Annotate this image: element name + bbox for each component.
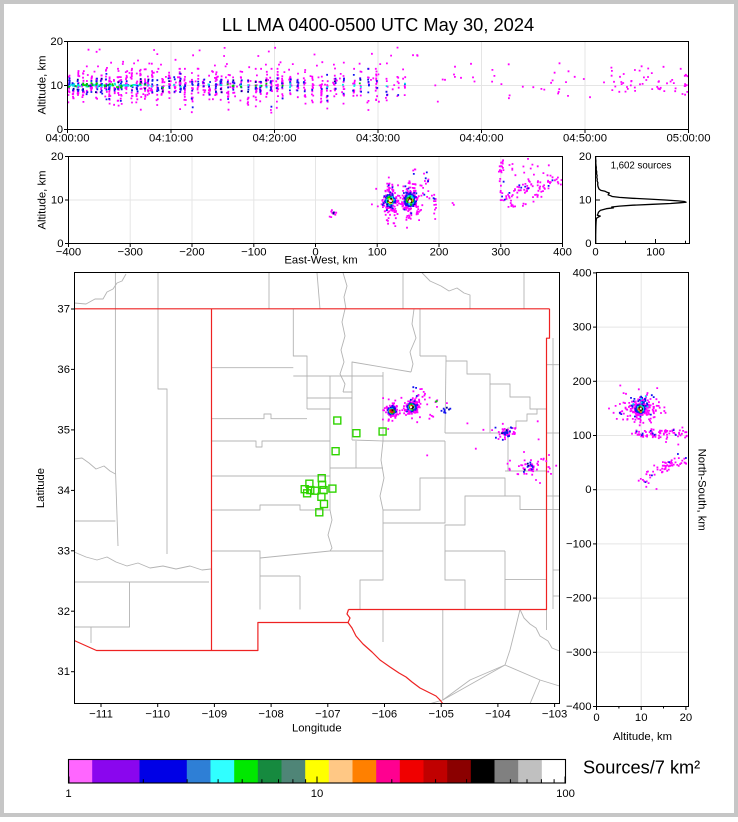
svg-text:0: 0	[57, 238, 63, 250]
svg-text:Sources/7 km²: Sources/7 km²	[583, 758, 700, 778]
svg-text:−106: −106	[372, 709, 397, 721]
svg-text:Latitude: Latitude	[35, 468, 47, 508]
svg-text:Altitude, km: Altitude, km	[37, 55, 49, 114]
svg-text:32: 32	[57, 606, 70, 618]
svg-text:−300: −300	[117, 247, 142, 259]
svg-text:10: 10	[635, 712, 648, 724]
svg-text:100: 100	[556, 788, 575, 800]
svg-text:Altitude, km: Altitude, km	[613, 731, 672, 743]
svg-text:100: 100	[368, 247, 387, 259]
svg-text:10: 10	[51, 195, 64, 207]
svg-text:−200: −200	[566, 593, 591, 605]
svg-text:0: 0	[585, 238, 591, 250]
svg-text:Altitude, km: Altitude, km	[37, 170, 49, 229]
svg-text:36: 36	[57, 364, 70, 376]
svg-text:−400: −400	[56, 247, 81, 259]
svg-text:−103: −103	[542, 709, 567, 721]
svg-text:0: 0	[57, 124, 63, 136]
svg-text:100: 100	[573, 430, 592, 442]
svg-text:−300: −300	[566, 647, 591, 659]
svg-text:400: 400	[573, 267, 592, 279]
svg-text:31: 31	[57, 666, 70, 678]
svg-text:−100: −100	[566, 538, 591, 550]
svg-text:20: 20	[680, 712, 693, 724]
svg-text:05:00:00: 05:00:00	[667, 133, 711, 145]
svg-text:04:50:00: 04:50:00	[563, 133, 607, 145]
svg-text:20: 20	[50, 36, 63, 48]
svg-text:20: 20	[579, 151, 592, 163]
svg-text:−200: −200	[179, 247, 204, 259]
svg-text:200: 200	[430, 247, 449, 259]
svg-text:−111: −111	[89, 709, 113, 721]
svg-text:35: 35	[57, 424, 70, 436]
svg-text:400: 400	[553, 247, 572, 259]
svg-text:04:40:00: 04:40:00	[460, 133, 504, 145]
svg-text:−100: −100	[241, 247, 266, 259]
svg-text:East-West, km: East-West, km	[284, 255, 357, 267]
svg-text:1: 1	[65, 788, 71, 800]
svg-text:33: 33	[57, 545, 70, 557]
svg-text:0: 0	[585, 484, 591, 496]
svg-text:−109: −109	[202, 709, 227, 721]
svg-text:10: 10	[311, 788, 324, 800]
svg-text:37: 37	[57, 304, 70, 316]
svg-text:200: 200	[573, 376, 592, 388]
svg-text:20: 20	[51, 151, 64, 163]
svg-text:10: 10	[579, 195, 592, 207]
svg-text:300: 300	[573, 322, 592, 334]
svg-text:0: 0	[592, 247, 598, 259]
svg-text:−104: −104	[485, 709, 510, 721]
svg-text:0: 0	[312, 247, 318, 259]
svg-text:34: 34	[57, 485, 70, 497]
svg-text:10: 10	[50, 80, 63, 92]
svg-text:−110: −110	[145, 709, 170, 721]
svg-text:100: 100	[646, 247, 665, 259]
svg-text:−400: −400	[566, 701, 591, 713]
svg-text:04:10:00: 04:10:00	[149, 133, 193, 145]
svg-text:04:30:00: 04:30:00	[356, 133, 400, 145]
svg-text:300: 300	[491, 247, 510, 259]
svg-text:−107: −107	[315, 709, 340, 721]
svg-text:North-South, km: North-South, km	[696, 449, 708, 531]
svg-text:Longitude: Longitude	[292, 723, 342, 735]
svg-text:−108: −108	[258, 709, 283, 721]
svg-text:04:00:00: 04:00:00	[46, 133, 90, 145]
svg-text:04:20:00: 04:20:00	[253, 133, 297, 145]
svg-text:0: 0	[593, 712, 599, 724]
svg-text:−105: −105	[428, 709, 453, 721]
svg-text:1,602 sources: 1,602 sources	[611, 161, 672, 172]
svg-text:LL LMA 0400-0500 UTC May 30, 2: LL LMA 0400-0500 UTC May 30, 2024	[222, 14, 534, 35]
